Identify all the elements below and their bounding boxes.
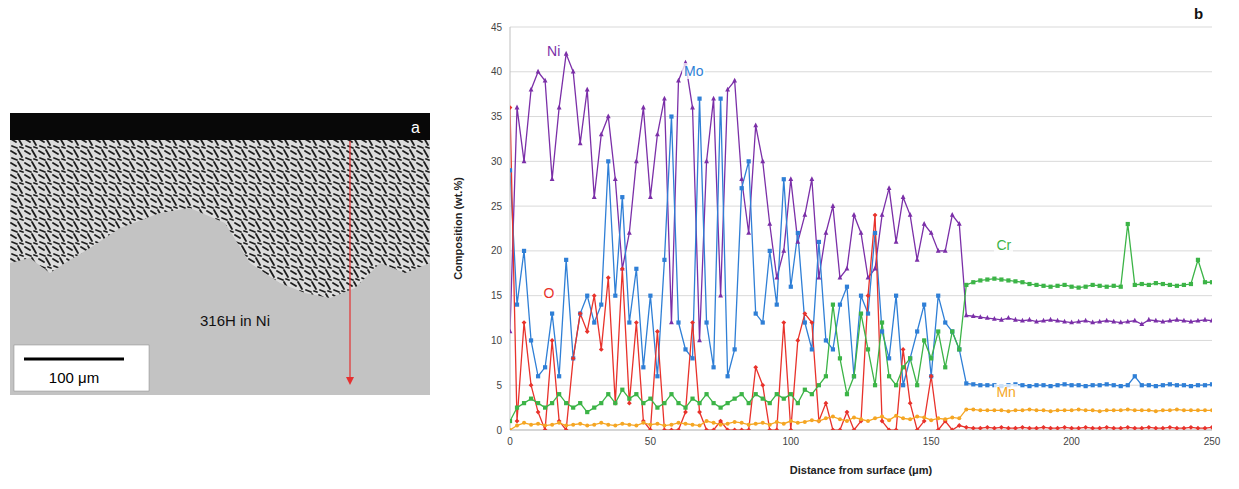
svg-text:250: 250 bbox=[1204, 436, 1221, 447]
html-text:Mn: Mn bbox=[996, 383, 1016, 400]
svg-text:200: 200 bbox=[1063, 436, 1080, 447]
html-text:O: O bbox=[543, 285, 555, 301]
svg-text:50: 50 bbox=[645, 436, 657, 447]
svg-text:20: 20 bbox=[491, 245, 503, 256]
svg-text:Distance from surface (μm): Distance from surface (μm) bbox=[790, 464, 933, 476]
svg-text:0: 0 bbox=[507, 436, 513, 447]
svg-text:45: 45 bbox=[491, 22, 503, 33]
svg-text:316H in Ni: 316H in Ni bbox=[200, 312, 270, 329]
svg-text:150: 150 bbox=[923, 436, 940, 447]
svg-text:40: 40 bbox=[491, 66, 503, 77]
html-text:Cr: Cr bbox=[996, 236, 1012, 253]
svg-text:35: 35 bbox=[491, 111, 503, 122]
svg-text:10: 10 bbox=[491, 335, 503, 346]
html-text:b: b bbox=[1194, 5, 1204, 22]
svg-text:Composition (wt.%): Composition (wt.%) bbox=[452, 177, 464, 280]
svg-text:25: 25 bbox=[491, 201, 503, 212]
svg-text:a: a bbox=[411, 119, 420, 136]
svg-text:100: 100 bbox=[782, 436, 799, 447]
svg-text:5: 5 bbox=[496, 380, 502, 391]
svg-text:30: 30 bbox=[491, 156, 503, 167]
svg-text:0: 0 bbox=[496, 425, 502, 436]
html-text:Mo: Mo bbox=[684, 63, 704, 80]
svg-text:15: 15 bbox=[491, 290, 503, 301]
html-text:Ni: Ni bbox=[547, 43, 561, 60]
svg-text:100 μm: 100 μm bbox=[49, 369, 99, 386]
